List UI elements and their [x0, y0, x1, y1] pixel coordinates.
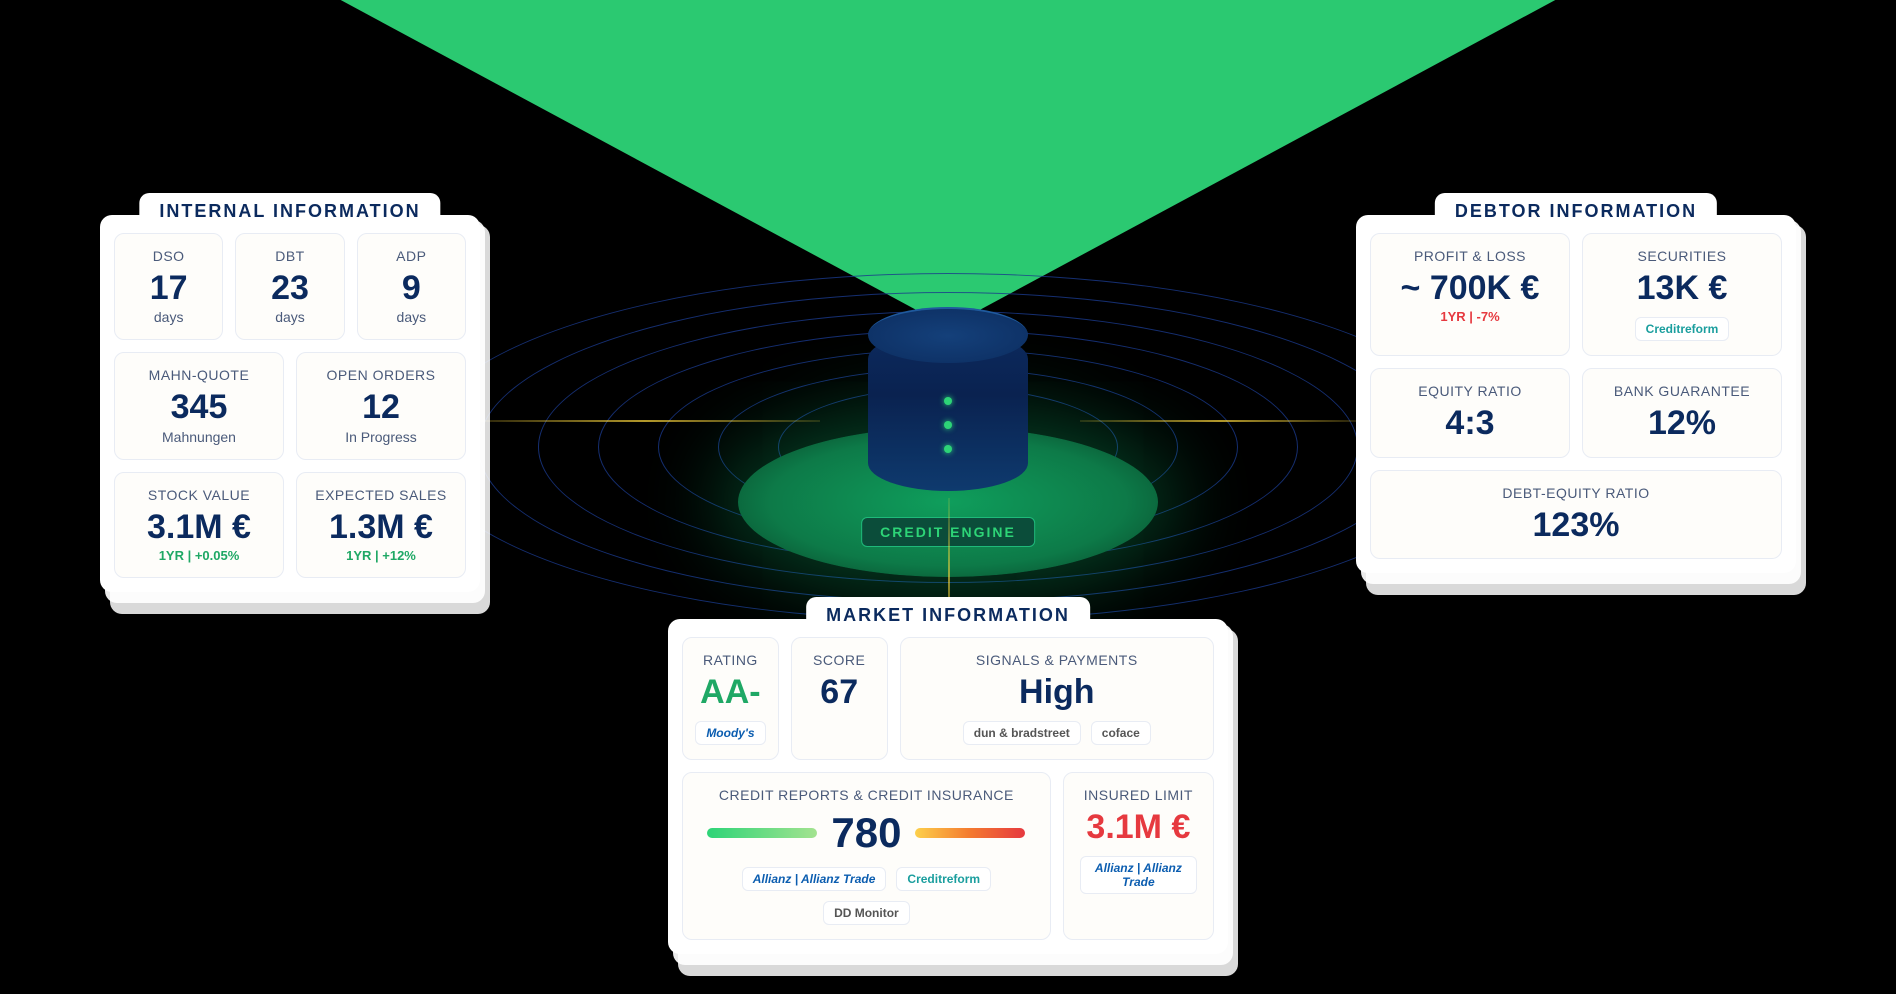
tile-value: 12 [313, 389, 449, 426]
metric-tile: DEBT-EQUITY RATIO 123% [1370, 470, 1782, 559]
provider-badge: Creditreform [1635, 317, 1730, 341]
tile-value: 13K € [1599, 270, 1765, 307]
tile-sub: days [131, 309, 206, 325]
tile-label: DSO [131, 248, 206, 264]
tile-delta: 1YR | +0.05% [131, 548, 267, 563]
tile-value: 3.1M € [131, 509, 267, 546]
tile-sub: Mahnungen [131, 429, 267, 445]
tile-value: 23 [252, 270, 327, 307]
tile-value: AA- [699, 674, 762, 711]
metric-tile: OPEN ORDERS 12 In Progress [296, 352, 466, 459]
tile-sub: In Progress [313, 429, 449, 445]
metric-tile: EQUITY RATIO 4:3 [1370, 368, 1570, 457]
tile-label: INSURED LIMIT [1080, 787, 1197, 803]
tile-label: STOCK VALUE [131, 487, 267, 503]
tile-value: 9 [374, 270, 449, 307]
tile-label: EXPECTED SALES [313, 487, 449, 503]
tile-delta: 1YR | +12% [313, 548, 449, 563]
metric-tile: PROFIT & LOSS ~ 700K € 1YR | -7% [1370, 233, 1570, 356]
tile-label: SECURITIES [1599, 248, 1765, 264]
provider-badge: Allianz | Allianz Trade [1080, 856, 1197, 894]
provider-badge: Moody's [695, 721, 765, 745]
tile-label: SCORE [808, 652, 871, 668]
metric-tile: DSO 17 days [114, 233, 223, 340]
market-title: MARKET INFORMATION [806, 597, 1090, 634]
tile-value: 4:3 [1387, 405, 1553, 442]
tile-label: RATING [699, 652, 762, 668]
engine-cylinder [868, 307, 1028, 507]
metric-tile: DBT 23 days [235, 233, 344, 340]
score-gradient: 780 [699, 809, 1034, 857]
internal-panel: INTERNAL INFORMATION DSO17daysDBT23daysA… [100, 215, 480, 592]
tile-delta: 1YR | -7% [1387, 309, 1553, 324]
tile-label: DBT [252, 248, 327, 264]
tile-label: DEBT-EQUITY RATIO [1387, 485, 1765, 501]
provider-badge: Allianz | Allianz Trade [742, 867, 887, 891]
tile-label: OPEN ORDERS [313, 367, 449, 383]
tile-sub: days [252, 309, 327, 325]
tile-value: 1.3M € [313, 509, 449, 546]
tile-label: MAHN-QUOTE [131, 367, 267, 383]
tile-label: EQUITY RATIO [1387, 383, 1553, 399]
tile-value: 345 [131, 389, 267, 426]
metric-tile: ADP 9 days [357, 233, 466, 340]
tile-label: BANK GUARANTEE [1599, 383, 1765, 399]
tile-value: 12% [1599, 405, 1765, 442]
metric-tile: SIGNALS & PAYMENTS High dun & bradstreet co… [900, 637, 1214, 760]
provider-badge: DD Monitor [823, 901, 910, 925]
tile-value: 17 [131, 270, 206, 307]
tile-sub: days [374, 309, 449, 325]
metric-tile: EXPECTED SALES 1.3M € 1YR | +12% [296, 472, 466, 578]
internal-title: INTERNAL INFORMATION [139, 193, 440, 230]
tile-value: 123% [1387, 507, 1765, 544]
tile-label: SIGNALS & PAYMENTS [917, 652, 1197, 668]
tile-label: ADP [374, 248, 449, 264]
metric-tile: SCORE 67 [791, 637, 888, 760]
tile-label: PROFIT & LOSS [1387, 248, 1553, 264]
connector-left [470, 420, 820, 422]
metric-tile: MAHN-QUOTE 345 Mahnungen [114, 352, 284, 459]
tile-value: ~ 700K € [1387, 270, 1553, 307]
market-panel: MARKET INFORMATION RATINGAA-Moody'sSCORE… [668, 619, 1228, 954]
metric-tile: CREDIT REPORTS & CREDIT INSURANCE 780 Alli… [682, 772, 1051, 940]
metric-tile: BANK GUARANTEE 12% [1582, 368, 1782, 457]
metric-tile: INSURED LIMIT 3.1M € Allianz | Allianz Tra… [1063, 772, 1214, 940]
metric-tile: STOCK VALUE 3.1M € 1YR | +0.05% [114, 472, 284, 578]
tile-value: 3.1M € [1080, 809, 1197, 846]
metric-tile: SECURITIES 13K € Creditreform [1582, 233, 1782, 356]
diagram-canvas: CREDIT ENGINE INTERNAL INFORMATION DSO17… [0, 0, 1896, 994]
debtor-title: DEBTOR INFORMATION [1435, 193, 1717, 230]
provider-badge: coface [1091, 721, 1151, 745]
provider-badge: Creditreform [896, 867, 991, 891]
debtor-panel: DEBTOR INFORMATION PROFIT & LOSS~ 700K €… [1356, 215, 1796, 573]
metric-tile: RATING AA- Moody's [682, 637, 779, 760]
connector-right [1080, 420, 1360, 422]
tile-label: CREDIT REPORTS & CREDIT INSURANCE [699, 787, 1034, 803]
tile-value: High [917, 674, 1197, 711]
tile-value: 67 [808, 674, 871, 711]
provider-badge: dun & bradstreet [963, 721, 1081, 745]
